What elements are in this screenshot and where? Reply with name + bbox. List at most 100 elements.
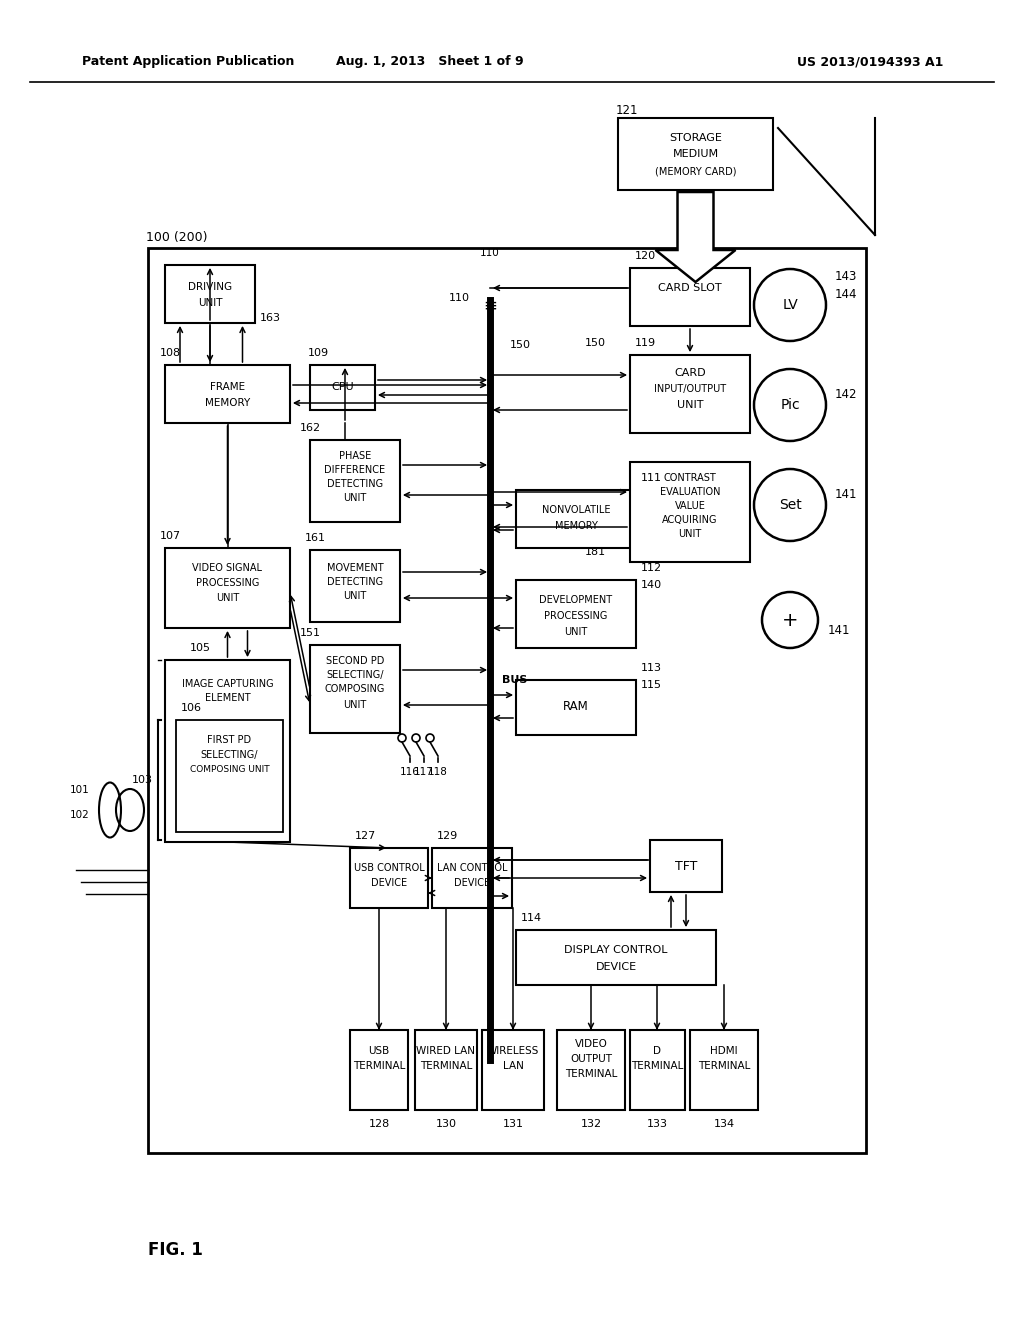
- Text: UNIT: UNIT: [677, 400, 703, 411]
- Bar: [630, 1030, 685, 1110]
- Text: 181: 181: [585, 546, 606, 557]
- Text: 107: 107: [160, 531, 181, 541]
- Bar: [650, 840, 722, 892]
- Text: UNIT: UNIT: [343, 492, 367, 503]
- Bar: [176, 719, 283, 832]
- Bar: [557, 1030, 625, 1110]
- Text: USB: USB: [369, 1045, 389, 1056]
- Text: TERMINAL: TERMINAL: [697, 1061, 751, 1071]
- Text: 120: 120: [635, 251, 656, 261]
- Text: 144: 144: [835, 289, 857, 301]
- Text: 132: 132: [581, 1119, 601, 1129]
- Text: DIFFERENCE: DIFFERENCE: [325, 465, 386, 475]
- Text: 119: 119: [635, 338, 656, 348]
- Text: VIDEO SIGNAL: VIDEO SIGNAL: [193, 564, 262, 573]
- Bar: [630, 462, 750, 562]
- Text: BUS: BUS: [502, 675, 527, 685]
- Text: 130: 130: [435, 1119, 457, 1129]
- Text: SECOND PD: SECOND PD: [326, 656, 384, 667]
- Bar: [432, 847, 512, 908]
- Text: UNIT: UNIT: [564, 627, 588, 638]
- Text: UNIT: UNIT: [198, 298, 222, 308]
- Text: UNIT: UNIT: [678, 529, 701, 539]
- Text: VIDEO: VIDEO: [574, 1039, 607, 1049]
- Text: MEDIUM: MEDIUM: [673, 149, 719, 158]
- Text: TFT: TFT: [675, 859, 697, 873]
- Text: VALUE: VALUE: [675, 502, 706, 511]
- Text: 105: 105: [190, 643, 211, 653]
- Bar: [350, 1030, 408, 1110]
- Text: OUTPUT: OUTPUT: [570, 1053, 612, 1064]
- Text: TERMINAL: TERMINAL: [420, 1061, 472, 1071]
- Text: DEVICE: DEVICE: [454, 878, 490, 888]
- Text: DISPLAY CONTROL: DISPLAY CONTROL: [564, 945, 668, 954]
- Text: 109: 109: [308, 348, 329, 358]
- Bar: [310, 440, 400, 521]
- Text: 150: 150: [585, 338, 606, 348]
- Bar: [630, 355, 750, 433]
- Bar: [165, 660, 290, 842]
- Text: UNIT: UNIT: [216, 593, 240, 603]
- Text: 134: 134: [714, 1119, 734, 1129]
- Text: TERMINAL: TERMINAL: [353, 1061, 406, 1071]
- Bar: [415, 1030, 477, 1110]
- Text: 143: 143: [835, 271, 857, 284]
- Text: 111: 111: [641, 473, 662, 483]
- Text: DEVICE: DEVICE: [595, 962, 637, 972]
- Text: US 2013/0194393 A1: US 2013/0194393 A1: [797, 55, 943, 69]
- Bar: [516, 680, 636, 735]
- Text: RAM: RAM: [563, 701, 589, 714]
- Bar: [310, 550, 400, 622]
- Text: 108: 108: [160, 348, 181, 358]
- Text: DRIVING: DRIVING: [188, 282, 232, 292]
- Polygon shape: [655, 191, 735, 282]
- Text: 106: 106: [181, 704, 202, 713]
- Bar: [516, 490, 636, 548]
- Text: Aug. 1, 2013   Sheet 1 of 9: Aug. 1, 2013 Sheet 1 of 9: [336, 55, 524, 69]
- Text: NONVOLATILE: NONVOLATILE: [542, 506, 610, 515]
- Text: WIRED LAN: WIRED LAN: [417, 1045, 475, 1056]
- Text: 141: 141: [828, 623, 851, 636]
- Text: FRAME: FRAME: [210, 381, 245, 392]
- Text: 112: 112: [641, 564, 663, 573]
- Text: COMPOSING: COMPOSING: [325, 684, 385, 694]
- Text: LV: LV: [782, 298, 798, 312]
- Bar: [630, 268, 750, 326]
- Bar: [516, 931, 716, 985]
- Text: ≡: ≡: [483, 297, 497, 315]
- Text: PHASE: PHASE: [339, 451, 371, 461]
- Bar: [690, 1030, 758, 1110]
- Bar: [516, 579, 636, 648]
- Text: 133: 133: [647, 1119, 668, 1129]
- Text: PROCESSING: PROCESSING: [196, 578, 259, 587]
- Text: CONTRAST: CONTRAST: [664, 473, 717, 483]
- Text: 100 (200): 100 (200): [146, 231, 208, 244]
- Bar: [165, 366, 290, 422]
- Text: UNIT: UNIT: [343, 591, 367, 601]
- Text: 163: 163: [260, 313, 281, 323]
- Text: DEVELOPMENT: DEVELOPMENT: [540, 595, 612, 605]
- Text: 161: 161: [305, 533, 326, 543]
- Text: SELECTING/: SELECTING/: [327, 671, 384, 680]
- Text: MEMORY: MEMORY: [555, 521, 597, 531]
- Text: FIRST PD: FIRST PD: [208, 735, 252, 744]
- Text: HDMI: HDMI: [711, 1045, 738, 1056]
- Text: Pic: Pic: [780, 399, 800, 412]
- Text: 101: 101: [71, 785, 90, 795]
- Text: 142: 142: [835, 388, 857, 401]
- Text: 121: 121: [616, 103, 639, 116]
- Text: TERMINAL: TERMINAL: [565, 1069, 617, 1078]
- Bar: [482, 1030, 544, 1110]
- Text: 162: 162: [300, 422, 322, 433]
- Text: DETECTING: DETECTING: [327, 479, 383, 488]
- Text: 110: 110: [480, 248, 500, 257]
- Text: 151: 151: [300, 628, 321, 638]
- Bar: [310, 366, 375, 411]
- Bar: [148, 248, 866, 1152]
- Text: CPU: CPU: [331, 381, 354, 392]
- Text: 128: 128: [369, 1119, 389, 1129]
- Bar: [618, 117, 773, 190]
- Bar: [165, 548, 290, 628]
- Text: 102: 102: [71, 810, 90, 820]
- Bar: [350, 847, 428, 908]
